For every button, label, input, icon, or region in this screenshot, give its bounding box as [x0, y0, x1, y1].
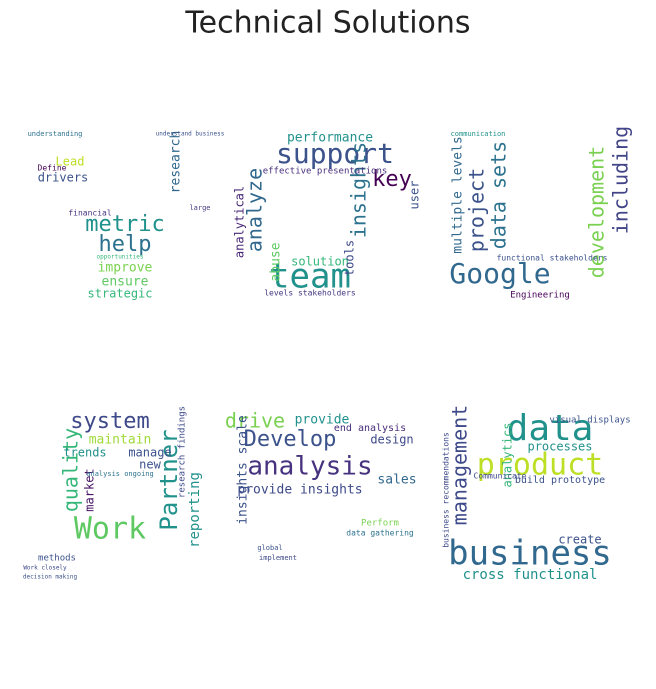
cloud-word: methods: [38, 554, 76, 564]
cloud-word: analytics: [501, 422, 515, 487]
cloud-word: team: [269, 257, 351, 297]
cloud-word: Perform: [361, 519, 399, 529]
cloud-word: visual displays: [549, 416, 630, 426]
cloud-word: performance: [287, 131, 373, 146]
cloud-word: Communicate: [474, 472, 527, 481]
cloud-word: Engineering: [510, 291, 570, 301]
cloud-word: levels stakeholders: [264, 289, 356, 298]
cloud-word: improve: [98, 261, 153, 276]
cloud-word: help: [99, 232, 152, 257]
cloud-word: drive: [225, 409, 285, 433]
cloud-word: data: [507, 408, 594, 449]
cloud-word: Define: [38, 164, 67, 173]
cloud-word: create: [558, 533, 601, 547]
cloud-word: analytical: [233, 186, 247, 258]
cloud-word: quality: [59, 428, 83, 512]
cloud-word: insights: [347, 142, 371, 238]
cloud-word: including: [609, 126, 633, 234]
cloud-word: management: [448, 405, 472, 525]
cloud-word: insights scale: [236, 415, 251, 525]
cloud-word: market: [83, 468, 97, 511]
cloud-word: provide: [295, 413, 350, 428]
cloud-word: business recommendations: [442, 432, 451, 548]
cloud-word: processes: [527, 440, 592, 454]
cloud-word: financial: [68, 209, 112, 218]
cloud-word: Develop: [244, 427, 337, 452]
cloud-word: development: [585, 146, 609, 278]
cloud-word: implement: [259, 554, 297, 562]
cloud-word: abuse: [269, 242, 284, 281]
cloud-word: cross functional: [463, 567, 598, 583]
cloud-word: solution: [291, 255, 349, 269]
cloud-word: end analysis: [334, 423, 406, 434]
cloud-word: Lead: [56, 155, 85, 169]
cloud-word: analysis ongoing: [86, 470, 153, 478]
cloud-word: provide insights: [237, 483, 362, 498]
cloud-word: communication: [451, 130, 506, 138]
cloud-word: opportunities: [97, 254, 144, 261]
cloud-word: drivers: [38, 171, 89, 185]
cloud-word: product: [477, 448, 603, 483]
cloud-word: global: [257, 544, 282, 552]
cloud-word: design: [370, 433, 413, 447]
cloud-word: metric: [85, 212, 164, 237]
cloud-word: understanding: [28, 130, 83, 138]
cloud-word: research: [169, 131, 184, 194]
cloud-word: decision making: [23, 574, 78, 581]
figure-title: Technical Solutions: [184, 6, 470, 41]
cloud-word: functional stakeholders: [497, 254, 608, 263]
cloud-word: reporting: [187, 472, 203, 548]
cloud-word: trends: [63, 446, 106, 460]
cloud-word: understand business: [156, 131, 225, 138]
cloud-word: sales: [377, 473, 416, 488]
cloud-word: system: [70, 409, 149, 434]
cloud-word: Google: [449, 257, 550, 290]
cloud-word: data sets: [487, 141, 511, 249]
cloud-word: effective presentations: [263, 167, 388, 177]
cloud-word: new: [139, 458, 161, 472]
cloud-word: data gathering: [346, 529, 414, 538]
cloud-word: maintain: [89, 433, 152, 448]
cloud-word: large: [189, 204, 210, 212]
cloud-word: key: [372, 167, 412, 192]
cloud-word: analyze: [243, 168, 267, 252]
cloud-word: business: [448, 534, 612, 574]
cloud-word: ensure: [102, 275, 149, 290]
cloud-word: tools: [343, 240, 357, 276]
cloud-word: multiple levels: [451, 136, 466, 253]
cloud-word: manage: [128, 446, 171, 460]
cloud-word: research findings: [178, 406, 188, 498]
cloud-word: analysis: [247, 452, 372, 482]
cloud-word: Partner: [155, 429, 183, 530]
cloud-word: project: [465, 168, 489, 252]
cloud-word: user: [408, 181, 422, 210]
cloud-word: build prototype: [515, 475, 605, 486]
cloud-word: Work closely: [23, 565, 67, 572]
cloud-word: Work: [74, 512, 146, 547]
cloud-word: support: [276, 137, 394, 170]
cloud-word: strategic: [87, 287, 152, 301]
